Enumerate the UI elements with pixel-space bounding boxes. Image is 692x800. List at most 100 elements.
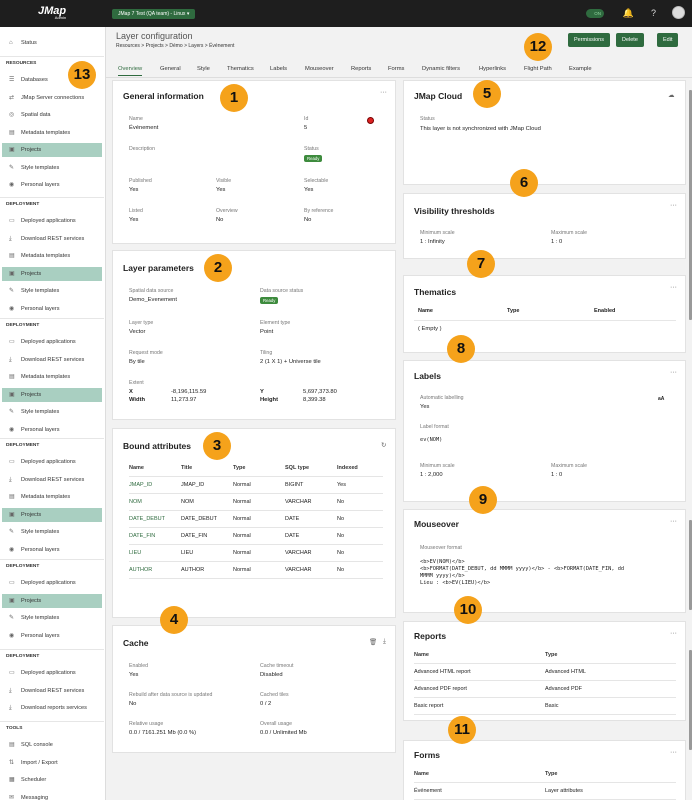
breadcrumb[interactable]: Resources > Projects > Démo > Layers > É… [116, 43, 235, 49]
tab-general[interactable]: General [160, 66, 181, 72]
column-header[interactable]: Type [545, 767, 676, 783]
more-options-icon[interactable]: ··· [380, 89, 387, 96]
column-header[interactable]: Name [414, 648, 545, 664]
bell-icon[interactable]: 🔔 [622, 8, 635, 18]
more-options-icon[interactable]: ··· [670, 518, 677, 525]
delete-button[interactable]: Delete [616, 33, 644, 47]
tab-hyperlinks[interactable]: Hyperlinks [479, 66, 507, 72]
cloud-sync-icon[interactable]: ☁ [668, 92, 675, 99]
sidebar-item-download-rest-services[interactable]: ⤓ Download REST services [2, 232, 102, 246]
sidebar-item-deployed-applications[interactable]: ▭ Deployed applications [2, 335, 102, 349]
sidebar-item-deployed-applications[interactable]: ▭ Deployed applications [2, 214, 102, 228]
sidebar-item-deployed-applications[interactable]: ▭ Deployed applications [2, 666, 102, 680]
tab-example[interactable]: Example [569, 66, 592, 72]
table-row[interactable]: JMAP_ID JMAP_ID Normal BIGINT Yes [129, 476, 383, 494]
scrollbar[interactable] [689, 520, 692, 610]
sidebar-item-deployed-applications[interactable]: ▭ Deployed applications [2, 455, 102, 469]
download-icon[interactable]: ⤓ [383, 638, 386, 645]
column-header[interactable]: Name [129, 461, 181, 477]
tab-mouseover[interactable]: Mouseover [305, 66, 334, 72]
sidebar-item-import-export[interactable]: ⇅ Import / Export [2, 756, 102, 770]
more-options-icon[interactable]: ··· [670, 284, 677, 291]
more-options-icon[interactable]: ··· [670, 369, 677, 376]
column-header[interactable]: Type [545, 648, 676, 664]
sidebar-item-projects[interactable]: ▣ Projects [2, 507, 102, 522]
sidebar-item-projects[interactable]: ▣ Projects [2, 266, 102, 281]
tab-dynamic-filters[interactable]: Dynamic filters [422, 66, 461, 72]
table-row[interactable]: DATE_FIN DATE_FIN Normal DATE No [129, 527, 383, 545]
sidebar-item-metadata-templates[interactable]: ▤ Metadata templates [2, 490, 102, 504]
sidebar-item-download-reports-services[interactable]: ⤓ Download reports services [2, 701, 102, 715]
sidebar-item-download-rest-services[interactable]: ⤓ Download REST services [2, 684, 102, 698]
sidebar-item-sql-console[interactable]: ▤ SQL console [2, 738, 102, 752]
row-name-cell[interactable]: AUTHOR [129, 561, 181, 579]
edit-button[interactable]: Edit [657, 33, 679, 47]
sidebar-item-style-templates[interactable]: ✎ Style templates [2, 161, 102, 175]
column-header[interactable]: Title [181, 461, 233, 477]
environment-selector[interactable]: JMap 7 Test (QA team) - Linux ▾ [112, 9, 196, 19]
sidebar-item-download-rest-services[interactable]: ⤓ Download REST services [2, 353, 102, 367]
sidebar-item-personal-layers[interactable]: ◉ Personal layers [2, 302, 102, 316]
mode-toggle[interactable]: ON [586, 9, 604, 18]
tab-reports[interactable]: Reports [351, 66, 372, 72]
refresh-icon[interactable]: ↻ [381, 442, 387, 449]
trash-icon[interactable]: 🗑 [369, 639, 378, 646]
permissions-button[interactable]: Permissions [568, 33, 610, 47]
app-logo[interactable]: JMap Admin [38, 5, 67, 20]
table-row[interactable]: Advanced HTML report Advanced HTML [414, 663, 676, 681]
sidebar-item-metadata-templates[interactable]: ▤ Metadata templates [2, 126, 102, 140]
sidebar-item-download-rest-services[interactable]: ⤓ Download REST services [2, 473, 102, 487]
more-options-icon[interactable]: ··· [670, 202, 677, 209]
sidebar-item-scheduler[interactable]: ▦ Scheduler [2, 773, 102, 787]
sidebar-item-personal-layers[interactable]: ◉ Personal layers [2, 629, 102, 643]
sidebar-item-style-templates[interactable]: ✎ Style templates [2, 405, 102, 419]
tab-labels[interactable]: Labels [270, 66, 288, 72]
table-row[interactable]: AUTHOR AUTHOR Normal VARCHAR No [129, 561, 383, 579]
sidebar-item-metadata-templates[interactable]: ▤ Metadata templates [2, 370, 102, 384]
table-row[interactable]: DATE_DEBUT DATE_DEBUT Normal DATE No [129, 510, 383, 528]
column-header[interactable]: Name [414, 767, 545, 783]
scrollbar[interactable] [689, 650, 692, 750]
table-row[interactable]: Événement Layer attributes [414, 782, 676, 800]
tab-forms[interactable]: Forms [388, 66, 405, 72]
sidebar-item-projects[interactable]: ▣ Projects [2, 387, 102, 402]
column-header[interactable]: Indexed [337, 461, 383, 477]
column-header[interactable]: Type [233, 461, 285, 477]
help-icon[interactable]: ? [650, 8, 656, 18]
sidebar-item-messaging[interactable]: ✉ Messaging [2, 791, 102, 800]
row-name-cell[interactable]: DATE_DEBUT [129, 510, 181, 528]
tab-style[interactable]: Style [197, 66, 210, 72]
more-options-icon[interactable]: ··· [670, 630, 677, 637]
scrollbar[interactable] [689, 90, 692, 320]
visible-value: Yes [216, 187, 226, 193]
table-row[interactable]: LIEU LIEU Normal VARCHAR No [129, 544, 383, 562]
sidebar-item-databases[interactable]: ☰ Databases [2, 73, 102, 87]
sidebar-item-projects[interactable]: ▣ Projects [2, 593, 102, 608]
sidebar-item-projects[interactable]: ▣ Projects [2, 143, 102, 157]
sidebar-item-deployed-applications[interactable]: ▭ Deployed applications [2, 576, 102, 590]
sidebar-item-style-templates[interactable]: ✎ Style templates [2, 284, 102, 298]
row-name-cell[interactable]: LIEU [129, 544, 181, 562]
sidebar-item-metadata-templates[interactable]: ▤ Metadata templates [2, 249, 102, 263]
row-name-cell[interactable]: NOM [129, 493, 181, 511]
more-options-icon[interactable]: ··· [670, 749, 677, 756]
tab-thematics[interactable]: Thematics [227, 66, 254, 72]
tab-flight-path[interactable]: Flight Path [524, 66, 552, 72]
table-row[interactable]: Basic report Basic [414, 697, 676, 715]
sidebar-item-spatial-data[interactable]: ◎ Spatial data [2, 108, 102, 122]
tab-overview[interactable]: Overview [118, 66, 143, 76]
sidebar-item-style-templates[interactable]: ✎ Style templates [2, 611, 102, 625]
sidebar-item-personal-layers[interactable]: ◉ Personal layers [2, 423, 102, 437]
label-style-icon[interactable]: aA [658, 396, 665, 402]
sidebar-item-jmap-server-connections[interactable]: ⇄ JMap Server connections [2, 91, 102, 105]
row-name-cell[interactable]: JMAP_ID [129, 476, 181, 494]
column-header[interactable]: SQL type [285, 461, 337, 477]
sidebar-item-status[interactable]: ⌂ Status [2, 36, 102, 50]
sidebar-item-personal-layers[interactable]: ◉ Personal layers [2, 543, 102, 557]
avatar[interactable] [672, 6, 685, 19]
row-name-cell[interactable]: DATE_FIN [129, 527, 181, 545]
sidebar-item-style-templates[interactable]: ✎ Style templates [2, 525, 102, 539]
table-row[interactable]: Advanced PDF report Advanced PDF [414, 680, 676, 698]
table-row[interactable]: NOM NOM Normal VARCHAR No [129, 493, 383, 511]
sidebar-item-personal-layers[interactable]: ◉ Personal layers [2, 178, 102, 192]
